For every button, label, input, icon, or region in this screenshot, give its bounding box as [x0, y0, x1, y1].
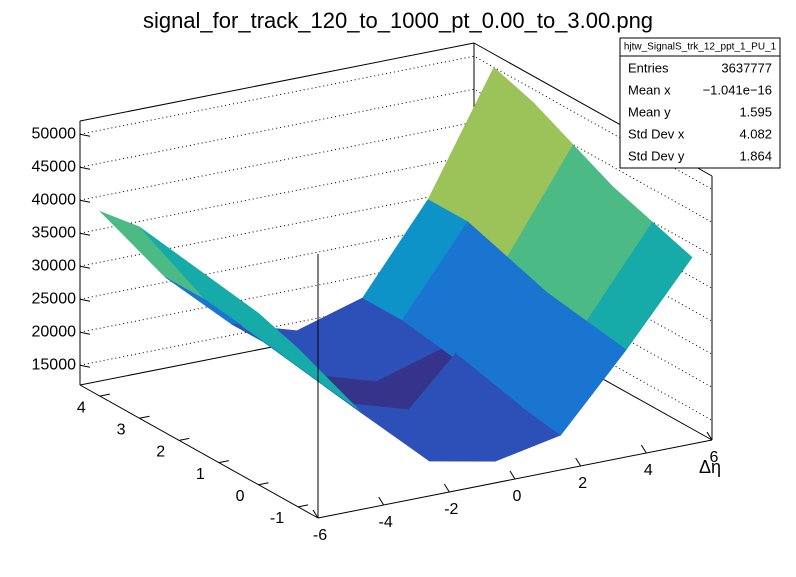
y-tick-label: 1	[196, 466, 205, 483]
z-tick-label: 45000	[32, 158, 77, 175]
y-tick	[218, 460, 229, 464]
x-axis-label: Δη	[699, 457, 721, 477]
x-tick	[575, 457, 582, 467]
z-tick	[79, 298, 91, 302]
y-tick	[258, 482, 269, 486]
stats-value: 4.082	[739, 126, 772, 141]
z-tick	[79, 265, 91, 269]
stats-value: 1.595	[739, 104, 772, 119]
stats-value: −1.041e−16	[703, 82, 772, 97]
x-tick-label: -2	[444, 501, 458, 518]
x-tick-label: -6	[313, 527, 327, 544]
stats-label: Std Dev x	[628, 126, 685, 141]
chart-title: signal_for_track_120_to_1000_pt_0.00_to_…	[143, 8, 653, 33]
surface-cell	[586, 221, 693, 350]
z-tick	[79, 199, 91, 203]
y-tick-label: 3	[117, 421, 126, 438]
stats-box	[619, 37, 781, 169]
stats-title: hjtw_SignalS_trk_12_ppt_1_PU_1	[624, 42, 777, 53]
x-tick	[378, 496, 385, 506]
x-tick	[443, 483, 450, 493]
y-tick-label: 4	[77, 399, 86, 416]
z-tick	[79, 364, 91, 368]
x-tick-label: 6	[710, 449, 719, 466]
z-tick	[79, 166, 91, 170]
y-tick	[298, 504, 309, 508]
y-tick	[179, 437, 190, 441]
z-tick-label: 30000	[32, 257, 77, 274]
box-edge	[79, 42, 475, 122]
x-tick	[509, 470, 516, 480]
x-tick-label: 0	[513, 488, 522, 505]
stats-label: Entries	[628, 60, 669, 75]
x-tick	[312, 509, 319, 519]
stats-value: 3637777	[721, 60, 772, 75]
y-tick-label: 2	[156, 444, 165, 461]
stats-label: Mean x	[628, 82, 671, 97]
z-tick-label: 20000	[32, 323, 77, 340]
z-tick-label: 15000	[32, 356, 77, 373]
x-tick	[706, 431, 713, 441]
y-tick-label: -1	[270, 510, 284, 527]
stats-label: Std Dev y	[628, 148, 685, 163]
z-tick-label: 35000	[32, 224, 77, 241]
z-tick-label: 25000	[32, 290, 77, 307]
stats-label: Mean y	[628, 104, 671, 119]
x-tick-label: 4	[644, 462, 653, 479]
y-tick	[139, 415, 150, 419]
x-tick	[640, 444, 647, 454]
y-tick	[99, 393, 110, 397]
stats-value: 1.864	[739, 148, 772, 163]
z-tick-label: 40000	[32, 191, 77, 208]
x-tick-label: 2	[578, 475, 587, 492]
z-tick	[79, 232, 91, 236]
z-tick	[79, 133, 91, 137]
z-tick	[79, 331, 91, 335]
x-tick-label: -4	[379, 514, 393, 531]
box-edge	[79, 384, 319, 519]
z-tick-label: 50000	[32, 125, 77, 142]
y-tick-label: 0	[236, 488, 245, 505]
